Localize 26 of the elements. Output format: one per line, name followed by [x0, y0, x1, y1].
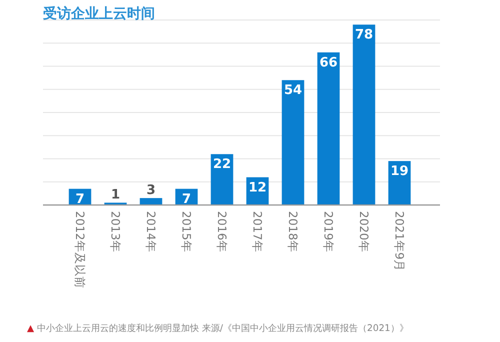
bar: [140, 198, 162, 205]
x-tick-label: 2015年: [180, 211, 194, 252]
bar: [282, 80, 304, 205]
x-tick-label: 2018年: [286, 211, 300, 252]
data-label: 19: [390, 164, 409, 180]
x-tick-label: 2021年9月: [392, 211, 406, 272]
x-tick-label: 2012年及以前: [73, 211, 87, 288]
data-label: 66: [319, 55, 338, 70]
data-label: 12: [248, 180, 267, 196]
x-tick-label: 2016年: [215, 211, 229, 252]
x-tick-label: 2020年: [357, 211, 371, 252]
data-label: 1: [110, 188, 120, 203]
text: ▲ 中小企业上云用云的速度和比例明显加快 来源/《中国中小企业用云情况调研报告（2021）》: [27, 323, 408, 334]
x-tick-label: 2017年: [250, 211, 264, 252]
data-label: 22: [212, 157, 232, 172]
x-tick-label: 2019年: [322, 211, 336, 252]
data-label: 54: [284, 83, 302, 98]
x-tick-label: 2014年: [144, 211, 158, 252]
x-tick-label: 2013年: [108, 211, 122, 252]
data-label: 3: [146, 183, 156, 198]
data-label: 7: [75, 192, 85, 207]
chart-title: 受访企业上云时间: [42, 5, 155, 22]
bar: [317, 52, 340, 205]
data-label: 78: [354, 28, 374, 43]
bar: [352, 24, 376, 205]
data-label: 7: [182, 192, 192, 207]
